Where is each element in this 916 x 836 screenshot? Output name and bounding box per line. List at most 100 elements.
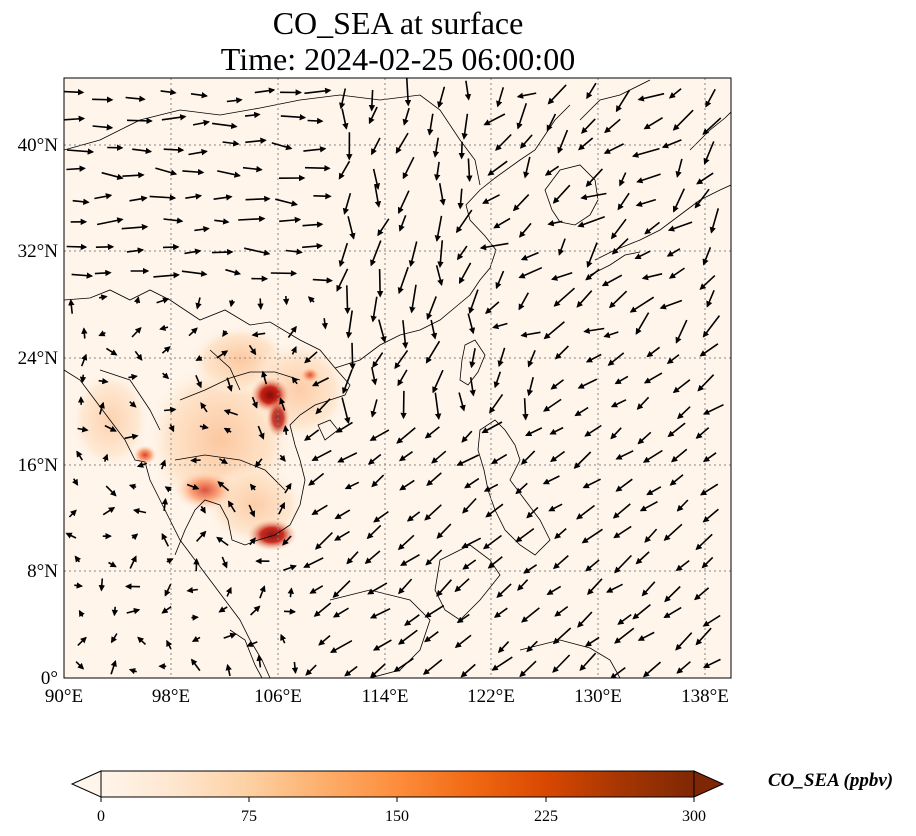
wind-arrow xyxy=(190,457,201,464)
wind-arrow xyxy=(700,483,719,496)
wind-arrow xyxy=(512,194,530,212)
wind-arrow xyxy=(424,604,445,618)
wind-arrow xyxy=(313,192,332,200)
wind-arrow xyxy=(321,318,328,330)
colorbar-tick-label: 300 xyxy=(682,808,706,825)
wind-arrow xyxy=(457,188,464,210)
wind-arrow xyxy=(675,319,688,344)
wind-arrow xyxy=(163,217,184,224)
wind-arrow xyxy=(432,137,440,158)
wind-arrow xyxy=(669,474,684,486)
wind-arrow xyxy=(332,580,351,599)
wind-arrow xyxy=(636,173,661,184)
wind-arrow xyxy=(153,272,180,279)
wind-arrow xyxy=(66,165,86,172)
wind-arrow xyxy=(495,270,505,290)
wind-arrow xyxy=(461,113,469,140)
wind-arrow xyxy=(372,352,384,368)
wind-arrow xyxy=(94,269,112,277)
map-frame xyxy=(63,77,732,679)
wind-arrow xyxy=(129,401,137,408)
wind-arrow xyxy=(132,147,153,155)
wind-arrow xyxy=(222,140,240,147)
wind-arrow xyxy=(222,329,229,337)
wind-arrow xyxy=(102,453,109,462)
wind-arrow xyxy=(461,430,473,443)
wind-arrow xyxy=(517,579,529,591)
wind-arrow xyxy=(199,423,209,430)
wind-arrow xyxy=(257,425,265,440)
wind-arrow xyxy=(614,627,635,644)
wind-arrow xyxy=(111,606,119,617)
wind-arrow xyxy=(370,296,378,323)
wind-arrow xyxy=(399,479,415,491)
wind-arrow xyxy=(615,450,634,460)
wind-arrow xyxy=(311,504,328,515)
wind-arrow xyxy=(238,215,266,223)
wind-arrow xyxy=(368,89,376,112)
wind-arrow xyxy=(211,248,234,256)
wind-arrow xyxy=(98,401,105,415)
wind-arrow xyxy=(552,654,571,673)
wind-arrow xyxy=(482,194,500,204)
wind-arrow xyxy=(587,578,603,596)
wind-arrow xyxy=(424,504,442,521)
wind-arrow xyxy=(464,80,472,101)
wind-arrow xyxy=(131,533,139,541)
wind-arrow xyxy=(424,426,440,439)
wind-arrow xyxy=(164,406,177,414)
wind-arrow xyxy=(427,113,434,136)
wind-arrow xyxy=(335,421,353,433)
y-tick-label: 16°N xyxy=(18,455,59,476)
wind-arrow xyxy=(671,448,688,463)
wind-arrow xyxy=(464,477,480,489)
wind-arrow xyxy=(482,534,502,550)
wind-arrow xyxy=(696,172,714,185)
wind-arrow xyxy=(668,267,685,279)
y-tick-label: 40°N xyxy=(18,135,59,156)
wind-arrow xyxy=(221,556,228,569)
wind-arrow xyxy=(544,165,560,176)
wind-arrow xyxy=(372,639,392,651)
wind-arrow xyxy=(606,583,623,593)
wind-arrow xyxy=(376,268,384,298)
wind-arrow xyxy=(74,582,83,589)
wind-arrow xyxy=(280,114,307,121)
wind-arrow xyxy=(287,325,297,338)
wind-arrow xyxy=(162,243,180,251)
wind-arrow xyxy=(393,657,414,673)
wind-arrow xyxy=(245,195,271,203)
wind-arrow xyxy=(548,503,563,512)
wind-arrow xyxy=(402,107,410,126)
wind-arrow xyxy=(227,500,236,513)
wind-arrow xyxy=(371,366,378,386)
wind-arrow xyxy=(585,168,603,188)
wind-arrow xyxy=(249,537,256,546)
wind-arrow xyxy=(334,530,350,541)
wind-arrow xyxy=(161,346,171,354)
wind-arrow xyxy=(72,478,79,486)
wind-arrow xyxy=(336,268,349,292)
wind-arrow xyxy=(75,661,85,670)
wind-arrow xyxy=(496,583,512,598)
wind-arrow xyxy=(226,97,243,104)
wind-arrow xyxy=(77,636,87,646)
wind-arrow xyxy=(191,614,199,621)
wind-arrow xyxy=(71,272,94,279)
wind-arrow xyxy=(131,326,142,338)
wind-arrow xyxy=(554,605,569,617)
colorbar-tick-label: 75 xyxy=(241,808,257,825)
wind-arrow xyxy=(454,634,472,648)
wind-arrow xyxy=(186,586,198,594)
wind-arrow xyxy=(639,500,658,512)
wind-arrow xyxy=(458,141,465,160)
x-tick-label: 114°E xyxy=(362,686,409,707)
wind-arrow xyxy=(585,559,600,572)
wind-arrow xyxy=(641,273,663,281)
wind-arrow xyxy=(344,481,360,490)
wind-arrow xyxy=(404,614,420,626)
wind-arrow xyxy=(314,532,333,550)
wind-arrow xyxy=(166,639,173,650)
wind-arrow xyxy=(515,527,535,543)
wind-arrow xyxy=(543,398,562,412)
